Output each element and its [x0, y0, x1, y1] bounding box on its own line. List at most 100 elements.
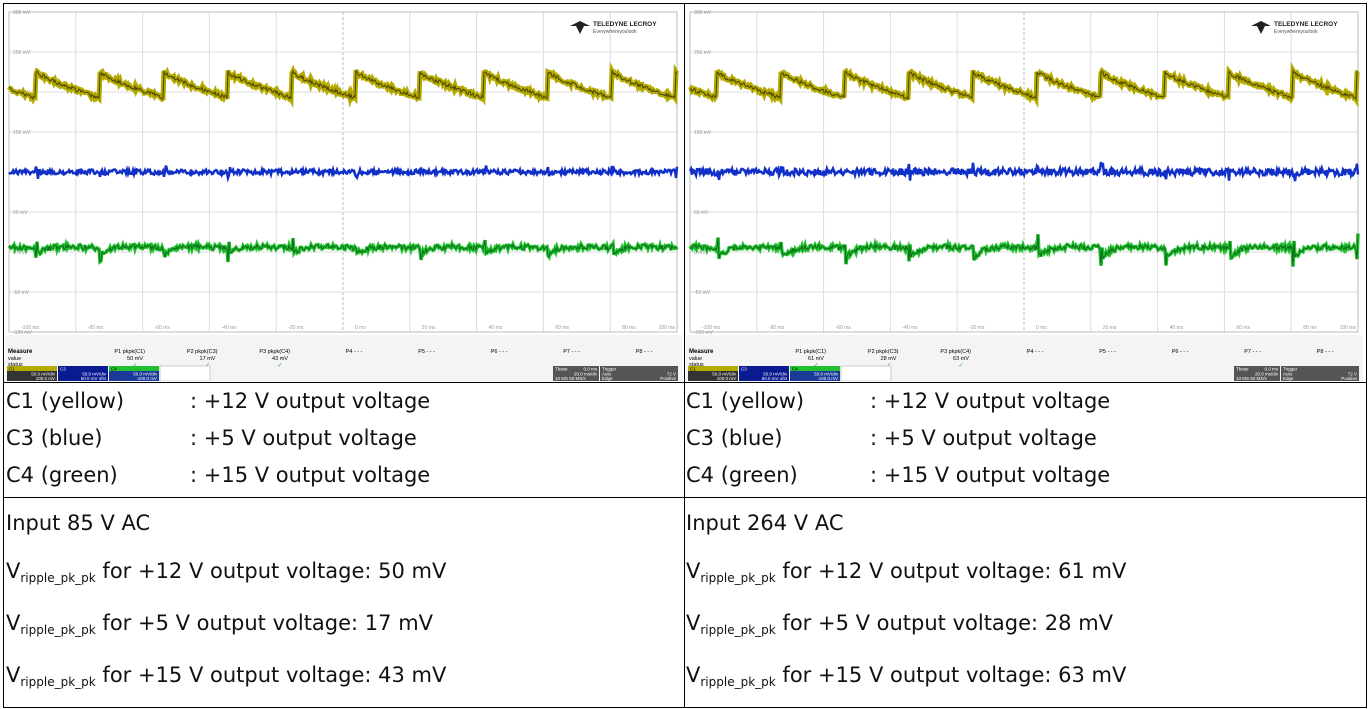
measure-param: P2 pkpk(C3) — [187, 349, 218, 355]
x-axis-label: 20 ms — [1103, 325, 1117, 331]
channel-name: C3 — [60, 367, 66, 372]
trigger-mode: Auto — [602, 372, 612, 377]
timebase-div: 20.0 ms/div — [1255, 372, 1279, 377]
ripple-symbol: V — [686, 663, 701, 687]
ripple-text: for +12 V output voltage: 50 mV — [102, 559, 447, 583]
x-axis-label: -60 ms — [836, 325, 852, 331]
x-axis-label: 80 ms — [1303, 325, 1317, 331]
x-axis-label: -20 ms — [969, 325, 985, 331]
border — [3, 382, 1367, 383]
channel-name: C3 (blue) — [6, 426, 103, 450]
x-axis-label: 0 ms — [1036, 325, 1047, 331]
trace-c4-core — [689, 233, 1359, 267]
x-axis-label: 40 ms — [1170, 325, 1184, 331]
ripple-subscript: ripple_pk_pk — [700, 571, 776, 585]
measure-param: P3 pkpk(C4) — [259, 349, 290, 355]
y-axis-label: -100 mV — [694, 330, 714, 336]
y-axis-label: -100 mV — [13, 330, 33, 336]
ripple-line: Vripple_pk_pk for +12 V output voltage: … — [6, 558, 446, 591]
channel-empty — [840, 365, 892, 381]
border — [3, 3, 4, 707]
x-axis-label: 40 ms — [489, 325, 503, 331]
trigger-type: Edge — [1283, 376, 1294, 381]
trigger-level: 72 V — [667, 372, 676, 377]
channel-name: C1 — [9, 367, 15, 372]
channel-div: 50.0 mV/div — [763, 372, 788, 377]
timebase-rate: 10 MS 50 MS/s — [1236, 376, 1268, 381]
channel-name: C3 (blue) — [686, 426, 783, 450]
channel-header — [109, 366, 159, 371]
channel-header — [739, 366, 789, 371]
trace-c3 — [8, 164, 679, 183]
measure-param: P4 - - - — [346, 349, 363, 355]
border — [3, 3, 1367, 4]
border — [3, 707, 1367, 708]
measure-param: P7 - - - — [1244, 349, 1261, 355]
timebase-delay: 0.0 ms — [1264, 367, 1278, 372]
channel-div: 50.0 mV/div — [814, 372, 839, 377]
channel-name: C4 — [111, 367, 117, 372]
ripple-subscript: ripple_pk_pk — [20, 571, 96, 585]
input-voltage: Input 264 V AC — [686, 511, 844, 535]
channel-offset: 50.0 mV ofst — [81, 376, 107, 381]
ripple-text: for +12 V output voltage: 61 mV — [782, 559, 1127, 583]
y-axis-label: 50 mV — [694, 210, 709, 216]
x-axis-label: -40 ms — [221, 325, 237, 331]
x-axis-label: -60 ms — [155, 325, 171, 331]
logo-icon — [570, 21, 590, 34]
ripple-line: Vripple_pk_pk for +5 V output voltage: 1… — [6, 610, 433, 643]
timebase-box — [1234, 366, 1280, 381]
y-axis-label: 0 mV — [694, 250, 706, 256]
trace-c1-core — [8, 68, 678, 101]
measure-param: P7 - - - — [563, 349, 580, 355]
timebase-rate: 10 MS 50 MS/s — [555, 376, 587, 381]
ripple-subscript: ripple_pk_pk — [20, 623, 96, 637]
x-axis-label: -100 ms — [702, 325, 721, 331]
y-axis-label: 50 mV — [13, 210, 28, 216]
channel-name: C1 (yellow) — [686, 389, 805, 413]
measure-value: 61 mV — [808, 356, 824, 362]
channel-offset: 100.0 mV — [717, 376, 736, 381]
channel-empty — [159, 365, 211, 381]
x-axis-label: 100 ms — [1340, 325, 1357, 331]
channel-name: C4 (green) — [686, 463, 798, 487]
channel-div: 50.0 mV/div — [712, 372, 737, 377]
timebase-label: Tbase — [555, 367, 568, 372]
channel-description: : +5 V output voltage — [190, 426, 417, 450]
x-axis-label: 60 ms — [555, 325, 569, 331]
border — [684, 3, 685, 707]
measure-param: P6 - - - — [491, 349, 508, 355]
y-axis-label: 150 mV — [694, 130, 712, 136]
measure-param: P5 - - - — [1099, 349, 1116, 355]
x-axis-label: 20 ms — [422, 325, 436, 331]
ripple-text: for +15 V output voltage: 63 mV — [782, 663, 1127, 687]
measure-param: P5 - - - — [418, 349, 435, 355]
measure-param: P1 pkpk(C1) — [795, 349, 826, 355]
ripple-line: Vripple_pk_pk for +15 V output voltage: … — [6, 662, 446, 695]
channel-name: C1 (yellow) — [6, 389, 125, 413]
logo-brand: TELEDYNE LECROY — [1274, 21, 1338, 28]
measure-value: 50 mV — [127, 356, 143, 362]
measure-row: value — [8, 356, 21, 362]
measure-row: status — [8, 362, 23, 368]
measure-param: P2 pkpk(C3) — [868, 349, 899, 355]
channel-header — [688, 366, 738, 371]
channel-div: 50.0 mV/div — [31, 372, 56, 377]
y-axis-label: 300 mV — [694, 10, 712, 16]
trace-c4-core — [8, 238, 678, 263]
measure-value: 63 mV — [953, 356, 969, 362]
channel-description: : +15 V output voltage — [870, 463, 1111, 487]
logo-brand: TELEDYNE LECROY — [593, 21, 657, 28]
logo-tagline: Everywhereyoulook — [593, 29, 637, 35]
border — [3, 497, 1367, 498]
channel-offset: -100.0 mV — [817, 376, 838, 381]
y-axis-label: 300 mV — [13, 10, 31, 16]
logo-icon — [1251, 21, 1271, 34]
y-axis-label: 0 mV — [13, 250, 25, 256]
channel-name: C1 — [690, 367, 696, 372]
ripple-subscript: ripple_pk_pk — [700, 623, 776, 637]
y-axis-label: 250 mV — [13, 50, 31, 56]
ripple-subscript: ripple_pk_pk — [700, 675, 776, 689]
